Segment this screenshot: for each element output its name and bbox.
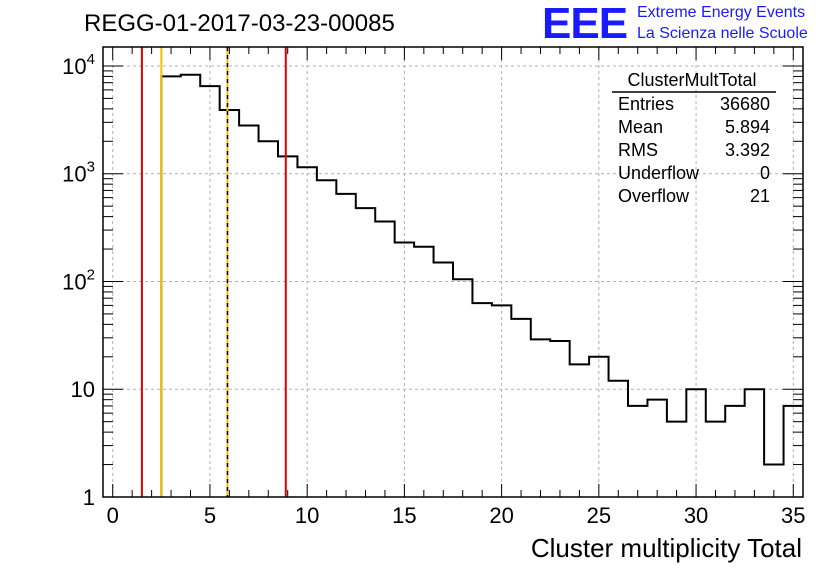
y-tick-label: 10 xyxy=(71,377,95,402)
histogram-bin xyxy=(453,279,472,497)
histogram-bin xyxy=(336,194,355,497)
stats-value: 0 xyxy=(760,163,770,183)
chart-title: REGG-01-2017-03-23-00085 xyxy=(84,10,395,37)
x-tick-label: 10 xyxy=(295,503,319,528)
histogram-bin xyxy=(220,110,239,497)
x-tick-label: 15 xyxy=(392,503,416,528)
histogram-bin xyxy=(628,406,647,497)
stats-value: 21 xyxy=(750,186,770,206)
histogram-bin xyxy=(239,126,258,497)
y-tick-label: 102 xyxy=(62,266,95,294)
histogram-bin xyxy=(356,208,375,497)
histogram-bin xyxy=(434,263,453,497)
stats-label: Entries xyxy=(618,94,674,114)
x-tick-label: 30 xyxy=(684,503,708,528)
histogram-bin xyxy=(570,364,589,497)
histogram-bin xyxy=(550,341,569,497)
logo-subtitle-1: Extreme Energy Events xyxy=(637,4,806,21)
histogram-bin xyxy=(745,389,764,497)
histogram-bin xyxy=(414,247,433,497)
histogram-bin xyxy=(511,319,530,497)
x-axis-label: Cluster multiplicity Total xyxy=(530,533,802,563)
histogram-bin xyxy=(161,76,180,497)
histogram-bin xyxy=(472,303,491,497)
x-tick-label: 35 xyxy=(781,503,805,528)
histogram-bin xyxy=(259,141,278,497)
stats-value: 36680 xyxy=(720,94,770,114)
stats-label: RMS xyxy=(618,140,658,160)
plot-frame xyxy=(102,46,804,498)
stats-value: 5.894 xyxy=(725,117,770,137)
histogram-bin xyxy=(395,243,414,497)
histogram-bin xyxy=(181,75,200,497)
y-tick-label: 104 xyxy=(62,51,95,79)
x-tick-label: 5 xyxy=(204,503,216,528)
histogram-bin xyxy=(200,86,219,497)
stats-label: Overflow xyxy=(618,186,690,206)
histogram-bin xyxy=(375,222,394,497)
logo-subtitle-2: La Scienza nelle Scuole xyxy=(637,25,808,42)
eee-logo: EEE xyxy=(542,0,628,48)
histogram-bin xyxy=(278,156,297,497)
stats-label: Underflow xyxy=(618,163,700,183)
stats-label: Mean xyxy=(618,117,663,137)
x-tick-label: 25 xyxy=(587,503,611,528)
histogram-bin xyxy=(706,422,725,497)
x-tick-label: 0 xyxy=(107,503,119,528)
histogram-bin xyxy=(725,406,744,497)
x-tick-label: 20 xyxy=(489,503,513,528)
histogram-bin xyxy=(667,422,686,497)
histogram-bins xyxy=(160,73,803,497)
stats-value: 3.392 xyxy=(725,140,770,160)
y-tick-label: 1 xyxy=(83,485,95,510)
histogram-bin xyxy=(317,180,336,497)
histogram-bin xyxy=(609,381,628,497)
y-tick-label: 103 xyxy=(62,159,95,187)
stats-box-title: ClusterMultTotal xyxy=(627,70,756,90)
histogram-bin xyxy=(531,339,550,497)
histogram-bin xyxy=(647,400,666,497)
